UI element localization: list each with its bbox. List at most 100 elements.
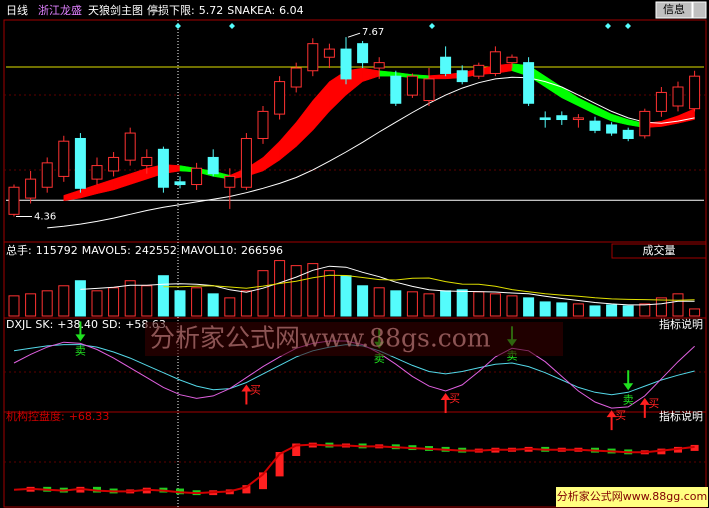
volume-bar (340, 275, 352, 317)
candle-body (556, 115, 568, 121)
volume-bar (689, 308, 701, 317)
sell-arrow-head (623, 383, 634, 391)
candle-body (506, 56, 518, 64)
high-label: 7.67 (362, 27, 384, 38)
legend-item: 停损下限: (147, 3, 195, 17)
legend-item: 6.04 (279, 4, 304, 17)
signal-label: 买 (449, 392, 460, 405)
volume-bar (672, 293, 684, 317)
candle-body (91, 165, 103, 180)
volume-bar (622, 305, 634, 317)
candle-body (124, 132, 136, 161)
candle-body (440, 56, 452, 74)
legend-item: +68.33 (69, 410, 110, 423)
buy-arrow-head (639, 397, 650, 405)
candle-body (390, 75, 402, 104)
diamond (229, 23, 235, 29)
candle-body (58, 140, 70, 177)
legend-item: +38.40 (57, 318, 98, 331)
candle-body (639, 110, 651, 137)
volume-bar (58, 285, 70, 317)
volume-bar (456, 289, 468, 317)
snake-band (295, 99, 314, 148)
volume-bar (240, 290, 252, 317)
volume-bar (373, 287, 385, 317)
candle-body (606, 124, 618, 134)
candle-body (655, 91, 667, 112)
volume-bar (506, 295, 518, 317)
volume-bar (207, 293, 219, 317)
volume-bar (108, 287, 120, 317)
legend-item: MAVOL5: (82, 244, 131, 257)
buy-arrow-head (440, 393, 451, 401)
candle-body (340, 48, 352, 80)
change-bar (275, 452, 284, 477)
volume-average (80, 265, 695, 306)
volume-bar (25, 293, 37, 317)
candle-body (240, 137, 252, 188)
candle-body (174, 181, 186, 186)
diamond (429, 23, 435, 29)
volume-bar (572, 303, 584, 317)
change-bar (292, 443, 301, 456)
snake-band (362, 67, 380, 82)
candle-body (406, 75, 418, 96)
panel-title: 成交量 (643, 243, 676, 257)
watermark: 分析家公式网www.88gs.com (150, 324, 491, 353)
candle-body (41, 162, 53, 188)
change-bar (690, 444, 699, 451)
diamond (605, 23, 611, 29)
candle-body (257, 110, 269, 139)
snake-band (428, 74, 446, 80)
volume-bar (74, 280, 86, 317)
candle-body (572, 117, 584, 121)
diamond (175, 23, 181, 29)
volume-bar (191, 287, 203, 317)
buy-arrow-head (606, 410, 617, 418)
legend: 天狼剑主图 停损下限: 5.72 SNAKEA: 6.04 (88, 3, 304, 17)
volume-bar (174, 290, 186, 317)
signal-label: 买 (250, 383, 261, 396)
frame (3, 19, 707, 508)
window-button[interactable] (692, 1, 707, 19)
indicator-note: 指标说明 (659, 409, 703, 423)
candle-body (589, 120, 601, 131)
volume-bar (224, 297, 236, 317)
control-line (13, 443, 695, 495)
volume-bar (8, 295, 20, 317)
footer-box (556, 487, 708, 507)
volume-bar (307, 263, 319, 317)
volume-average (163, 274, 695, 301)
volume-bar (157, 275, 169, 317)
candle-body (307, 43, 319, 72)
volume-bar (556, 302, 568, 317)
signal-label: 卖 (623, 393, 634, 406)
indicator-note: 指标说明 (659, 317, 703, 331)
info-button-label[interactable]: 信息 (663, 2, 685, 16)
candle-body (157, 148, 169, 188)
buy-arrow-head (241, 384, 252, 392)
signal-label: 买 (648, 397, 659, 410)
legend-item: 天狼剑主图 (88, 3, 143, 17)
volume-bar (357, 285, 369, 317)
candle-body (74, 137, 86, 189)
diamond (625, 23, 631, 29)
volume-bar (41, 290, 53, 317)
info-button[interactable] (655, 1, 693, 19)
legend: 机构控盘度: +68.33 (6, 409, 109, 423)
stock-name: 浙江龙盛 (38, 3, 82, 17)
volume-bar (406, 291, 418, 317)
candle-body (290, 67, 302, 88)
low-label: 4.36 (34, 211, 56, 222)
legend: 总手: 115792 MAVOL5: 242552 MAVOL10: 266596 (6, 243, 283, 257)
volume-bar (274, 260, 286, 317)
volume-bar (423, 293, 435, 317)
legend-item: 5.72 (199, 4, 224, 17)
candle-body (191, 167, 203, 186)
volume-bar (639, 303, 651, 317)
watermark-box (145, 322, 563, 356)
signal-label: 买 (615, 409, 626, 422)
legend-item: SNAKEA: (227, 4, 275, 17)
